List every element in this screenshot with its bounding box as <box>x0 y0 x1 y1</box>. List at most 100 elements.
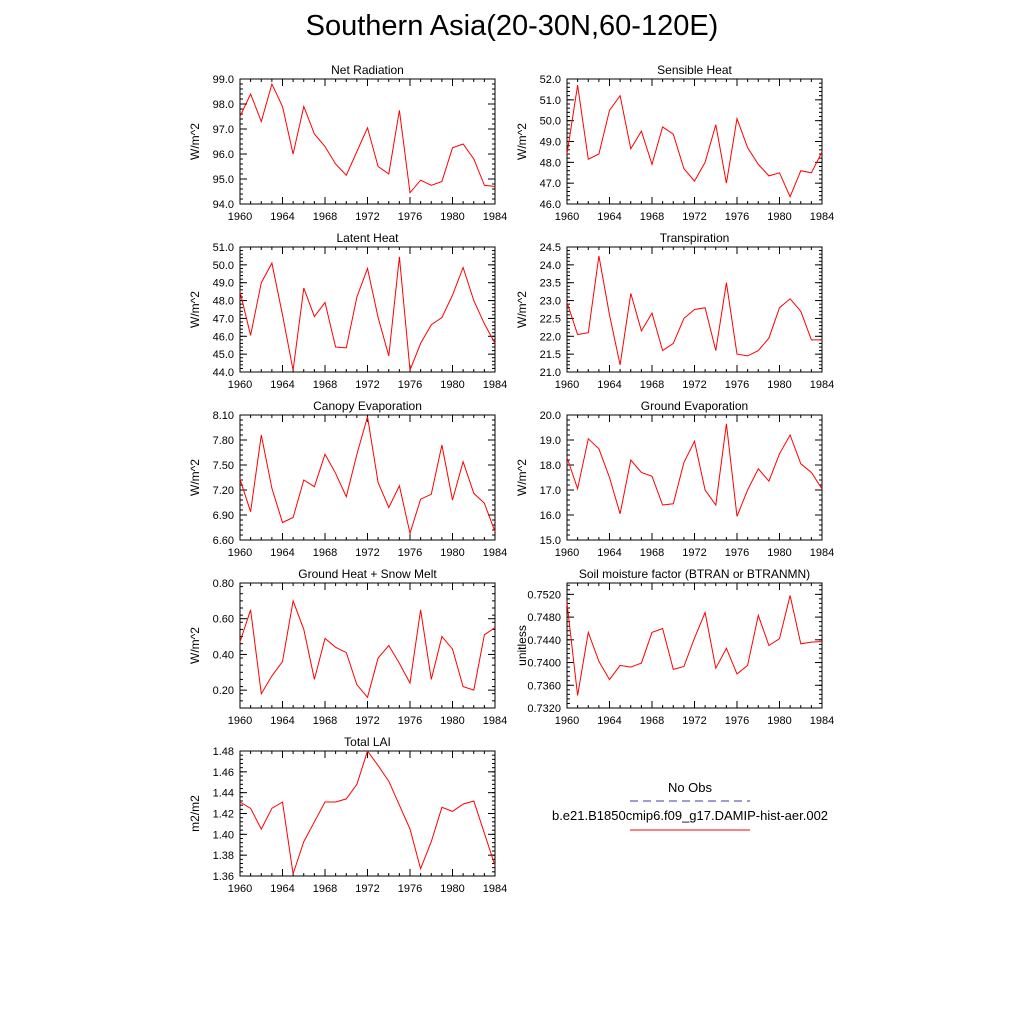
x-tick-label: 1968 <box>313 883 337 895</box>
y-tick-label: 51.0 <box>213 242 234 254</box>
legend-label: No Obs <box>668 780 713 795</box>
x-tick-label: 1964 <box>270 379 294 391</box>
x-tick-label: 1972 <box>682 547 706 559</box>
series-line <box>239 599 496 699</box>
x-tick-label: 1964 <box>597 211 621 223</box>
y-tick-label: 48.0 <box>213 296 234 308</box>
panel-title: Total LAI <box>344 735 391 749</box>
y-axis-label: W/m^2 <box>515 291 529 328</box>
y-axis-label: W/m^2 <box>188 291 202 328</box>
plot-frame <box>239 414 496 541</box>
y-tick-label: 44.0 <box>213 367 234 379</box>
y-tick-label: 17.0 <box>540 485 561 497</box>
series-line <box>566 423 823 517</box>
y-tick-label: 24.5 <box>540 242 561 254</box>
y-tick-label: 1.38 <box>213 850 234 862</box>
y-tick-label: 98.0 <box>213 99 234 111</box>
x-tick-label: 1968 <box>640 379 664 391</box>
y-tick-label: 22.0 <box>540 331 561 343</box>
x-tick-label: 1980 <box>767 715 791 727</box>
y-tick-label: 21.0 <box>540 367 561 379</box>
y-tick-label: 1.44 <box>213 788 234 800</box>
x-tick-label: 1960 <box>555 211 579 223</box>
y-tick-label: 0.7440 <box>527 635 561 647</box>
legend-label: b.e21.B1850cmip6.f09_g17.DAMIP-hist-aer.… <box>552 808 828 823</box>
y-tick-label: 96.0 <box>213 149 234 161</box>
y-tick-label: 49.0 <box>213 278 234 290</box>
x-tick-label: 1968 <box>313 715 337 727</box>
x-tick-label: 1960 <box>228 715 252 727</box>
y-tick-label: 0.7400 <box>527 658 561 670</box>
x-tick-label: 1972 <box>355 211 379 223</box>
x-tick-label: 1964 <box>597 715 621 727</box>
plot-frame <box>566 78 823 205</box>
x-tick-label: 1964 <box>270 547 294 559</box>
series-line <box>239 749 496 875</box>
y-tick-label: 22.5 <box>540 313 561 325</box>
plot-frame <box>566 582 823 709</box>
x-tick-label: 1960 <box>228 379 252 391</box>
x-tick-label: 1960 <box>555 379 579 391</box>
y-tick-label: 0.7520 <box>527 589 561 601</box>
series-line <box>566 255 822 366</box>
x-tick-label: 1964 <box>270 715 294 727</box>
x-tick-label: 1980 <box>440 379 464 391</box>
x-tick-label: 1968 <box>313 211 337 223</box>
panel-title: Net Radiation <box>331 63 404 77</box>
y-axis-label: unitless <box>515 625 529 666</box>
y-tick-label: 0.40 <box>213 649 234 661</box>
x-tick-label: 1968 <box>313 379 337 391</box>
y-tick-label: 0.80 <box>213 578 234 590</box>
x-tick-label: 1960 <box>555 547 579 559</box>
panel-title: Sensible Heat <box>657 63 732 77</box>
y-tick-label: 8.10 <box>213 410 234 422</box>
x-tick-label: 1968 <box>313 547 337 559</box>
x-tick-label: 1980 <box>767 211 791 223</box>
x-tick-label: 1960 <box>555 715 579 727</box>
x-tick-label: 1964 <box>597 547 621 559</box>
x-tick-label: 1980 <box>767 379 791 391</box>
y-tick-label: 7.20 <box>213 485 234 497</box>
series-line <box>566 85 823 198</box>
x-tick-label: 1972 <box>682 211 706 223</box>
legend: No Obs b.e21.B1850cmip6.f09_g17.DAMIP-his… <box>552 780 828 831</box>
x-tick-label: 1984 <box>810 547 834 559</box>
y-tick-label: 0.7480 <box>527 612 561 624</box>
x-tick-label: 1984 <box>483 715 507 727</box>
x-tick-label: 1968 <box>640 547 664 559</box>
x-tick-label: 1984 <box>810 715 834 727</box>
main-title: Southern Asia(20-30N,60-120E) <box>305 10 719 42</box>
y-tick-label: 20.0 <box>540 410 561 422</box>
series-line <box>239 416 496 536</box>
x-tick-label: 1976 <box>725 379 749 391</box>
plot-frame <box>239 246 496 373</box>
series-line <box>239 82 496 194</box>
x-tick-label: 1972 <box>682 379 706 391</box>
panel-7: Ground Heat + Snow Melt W/m^2 1960 1964 1968… <box>188 567 507 727</box>
x-tick-label: 1960 <box>228 547 252 559</box>
x-tick-label: 1972 <box>355 883 379 895</box>
plot-frame <box>239 582 496 709</box>
y-tick-label: 7.50 <box>213 460 234 472</box>
x-tick-label: 1976 <box>398 547 422 559</box>
y-tick-label: 47.0 <box>540 178 561 190</box>
y-tick-label: 95.0 <box>213 174 234 186</box>
y-axis-label: m2/m2 <box>188 795 202 832</box>
x-tick-label: 1984 <box>483 883 507 895</box>
x-tick-label: 1980 <box>767 547 791 559</box>
y-axis-label: W/m^2 <box>515 459 529 496</box>
series-line <box>566 595 823 696</box>
x-tick-label: 1964 <box>597 379 621 391</box>
plot-frame <box>239 750 496 877</box>
panel-5: Canopy Evaporation W/m^2 1960 1964 1968 1972 1… <box>188 399 507 559</box>
x-tick-label: 1964 <box>270 211 294 223</box>
y-tick-label: 1.48 <box>213 746 234 758</box>
x-tick-label: 1976 <box>725 715 749 727</box>
x-tick-label: 1976 <box>725 211 749 223</box>
y-tick-label: 46.0 <box>213 331 234 343</box>
y-tick-label: 1.46 <box>213 767 234 779</box>
y-tick-label: 0.7320 <box>527 703 561 715</box>
y-axis-label: W/m^2 <box>188 627 202 664</box>
y-tick-label: 50.0 <box>540 116 561 128</box>
x-tick-label: 1984 <box>483 379 507 391</box>
